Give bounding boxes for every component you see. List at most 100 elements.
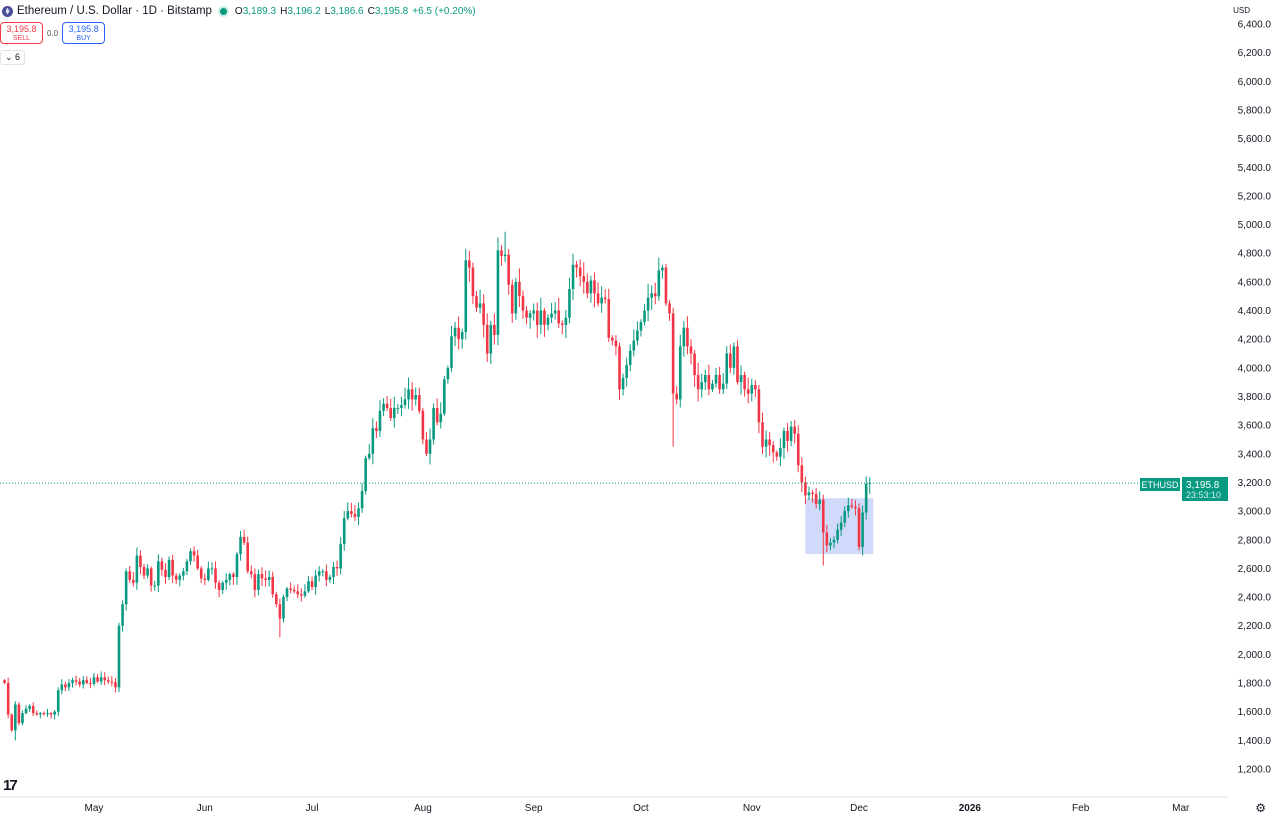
candle: [510, 279, 514, 323]
candle: [736, 340, 739, 385]
time-axis[interactable]: May Jun Jul Aug Sep Oct Nov Dec 2026 Feb Mar: [85, 803, 1191, 814]
candle: [389, 398, 392, 421]
candle: [242, 529, 246, 545]
candle: [199, 566, 203, 584]
price-tag-countdown: 23:53:10: [1186, 490, 1221, 500]
candle-body: [603, 297, 607, 300]
candle: [378, 400, 382, 437]
candle: [103, 672, 106, 686]
candle: [310, 576, 314, 591]
candle-body: [779, 448, 782, 457]
candle: [367, 443, 371, 461]
gear-icon[interactable]: ⚙: [1255, 801, 1266, 815]
price-tag: ETHUSD 3,195.8 23:53:10: [1140, 477, 1228, 501]
candle-body: [514, 281, 518, 314]
candle: [203, 573, 207, 586]
candle-body: [668, 303, 671, 314]
candle-body: [503, 254, 507, 257]
candle: [289, 582, 292, 594]
candle-body: [535, 310, 539, 325]
candle-body: [714, 375, 718, 384]
candle: [768, 432, 771, 456]
sell-button[interactable]: 3,195.8 SELL: [0, 22, 43, 44]
candle-body: [235, 554, 239, 578]
candle-body: [382, 403, 385, 411]
candle: [843, 506, 847, 528]
candle: [721, 373, 725, 395]
candle: [743, 371, 746, 397]
candle: [686, 316, 689, 355]
candle-body: [643, 310, 646, 322]
candle: [861, 505, 864, 556]
candle-body: [317, 571, 321, 576]
y-tick-label: 3,600.0: [1238, 421, 1272, 432]
candle: [321, 569, 325, 577]
candle-body: [257, 574, 260, 590]
candle: [639, 319, 643, 337]
candle-body: [428, 439, 432, 454]
candle: [804, 476, 807, 505]
candle: [192, 546, 196, 562]
candle: [392, 396, 396, 428]
candle-body: [103, 677, 106, 681]
candle-body: [639, 322, 643, 331]
candle: [196, 549, 199, 571]
y-tick-label: 3,000.0: [1238, 507, 1272, 518]
y-tick-label: 1,800.0: [1238, 679, 1272, 690]
candle-body: [696, 375, 700, 390]
tradingview-logo-icon[interactable]: 17: [3, 777, 18, 794]
candle-body: [135, 555, 139, 583]
candle: [847, 497, 850, 518]
candle: [89, 677, 92, 689]
indicators-toggle-button[interactable]: ⌄ 6: [0, 50, 26, 65]
candle: [410, 382, 414, 411]
candle: [503, 231, 507, 263]
buy-button[interactable]: 3,195.8 BUY: [62, 22, 106, 44]
spread: 0.0: [47, 28, 59, 38]
candle-body: [28, 705, 31, 709]
candle: [839, 515, 843, 536]
ohlc-change: +6.5 (+0.20%): [412, 5, 476, 17]
candle: [167, 556, 171, 581]
candle-body: [6, 683, 10, 715]
candle-body: [289, 588, 292, 590]
candle: [450, 325, 453, 373]
candle: [478, 289, 482, 314]
candle-body: [310, 581, 314, 588]
price-axis[interactable]: 1,200.0 1,400.0 1,600.0 1,800.0 2,000.0 2,200…: [1238, 20, 1272, 776]
candle-body: [35, 713, 39, 715]
candle: [632, 329, 636, 357]
candle-body: [153, 585, 157, 587]
candle: [382, 398, 385, 416]
currency-selector[interactable]: USD: [1233, 6, 1250, 15]
candle-body: [439, 413, 443, 423]
candle: [375, 421, 378, 438]
candle-body: [450, 336, 453, 368]
candle: [285, 586, 289, 602]
candle: [700, 373, 704, 398]
candle-body: [571, 264, 575, 290]
candle: [146, 564, 149, 579]
candle-body: [346, 511, 350, 519]
candle: [307, 575, 310, 593]
candle: [407, 377, 410, 409]
candle: [678, 334, 682, 408]
candle-body: [664, 267, 668, 304]
candle-body: [418, 395, 421, 411]
candle-body: [800, 465, 804, 483]
candle: [99, 671, 103, 685]
candle-body: [557, 310, 561, 324]
candle-body: [167, 559, 171, 578]
candle: [189, 548, 192, 565]
candle: [453, 321, 457, 347]
y-tick-label: 2,400.0: [1238, 593, 1272, 604]
candle: [564, 309, 568, 339]
candle: [292, 585, 296, 594]
y-tick-label: 1,600.0: [1238, 707, 1272, 718]
candle: [468, 250, 471, 282]
symbol-title[interactable]: Ethereum / U.S. Dollar · 1D · Bitstamp: [17, 5, 212, 17]
x-tick-label: Aug: [414, 803, 432, 814]
candle-body: [260, 574, 264, 579]
market-status-icon[interactable]: [219, 7, 227, 15]
